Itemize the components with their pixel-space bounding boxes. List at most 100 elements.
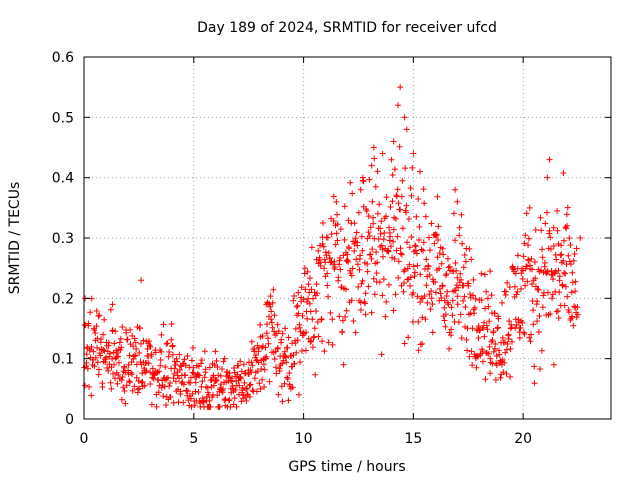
data-point [400, 288, 407, 295]
data-point [99, 384, 106, 391]
data-point [540, 292, 547, 299]
data-point [449, 297, 456, 304]
data-point [390, 307, 397, 314]
data-point [554, 308, 561, 315]
data-point [571, 303, 578, 310]
data-point [115, 372, 122, 379]
data-point [309, 316, 316, 323]
data-point [449, 312, 456, 319]
data-point [119, 374, 126, 381]
data-point [124, 336, 131, 343]
data-point [420, 247, 427, 254]
data-point [145, 360, 152, 367]
data-point [189, 369, 196, 376]
data-point [520, 329, 527, 336]
data-point [547, 246, 554, 253]
data-point [341, 203, 348, 210]
data-point [569, 279, 576, 286]
data-point [163, 375, 170, 382]
data-point [428, 295, 435, 302]
data-point [387, 204, 394, 211]
data-point [487, 355, 494, 362]
data-point [432, 279, 439, 286]
data-point [169, 342, 176, 349]
data-point [387, 233, 394, 240]
data-point [271, 356, 278, 363]
data-point [507, 345, 514, 352]
data-point [416, 168, 423, 175]
data-point [325, 339, 332, 346]
data-point [468, 256, 475, 263]
data-point [221, 396, 228, 403]
data-point [279, 330, 286, 337]
data-point [564, 204, 571, 211]
data-point [237, 375, 244, 382]
data-point [467, 291, 474, 298]
data-point [156, 368, 163, 375]
data-point [362, 290, 369, 297]
data-point [232, 386, 239, 393]
data-point [274, 321, 281, 328]
data-point [249, 387, 256, 394]
data-point [377, 225, 384, 232]
data-point [432, 289, 439, 296]
data-point [365, 229, 372, 236]
data-point [365, 213, 372, 220]
data-point [537, 365, 544, 372]
data-point [501, 359, 508, 366]
data-point [447, 332, 454, 339]
data-point [454, 293, 461, 300]
data-point [213, 357, 220, 364]
data-point [329, 316, 336, 323]
data-point [511, 283, 518, 290]
data-point [407, 185, 414, 192]
data-point [322, 259, 329, 266]
data-point [444, 288, 451, 295]
data-point [261, 366, 268, 373]
data-point [426, 291, 433, 298]
data-point [324, 282, 331, 289]
data-point [413, 250, 420, 257]
data-point [574, 311, 581, 318]
data-point [188, 403, 195, 410]
data-point [132, 352, 139, 359]
data-point [168, 321, 175, 328]
data-point [380, 253, 387, 260]
data-point [135, 378, 142, 385]
data-point [148, 401, 155, 408]
data-point [349, 190, 356, 197]
data-point [539, 254, 546, 261]
data-point [428, 220, 435, 227]
data-point [190, 364, 197, 371]
data-point [293, 349, 300, 356]
data-point [401, 266, 408, 273]
data-point [123, 329, 130, 336]
data-point [215, 372, 222, 379]
data-point [505, 335, 512, 342]
data-point [355, 209, 362, 216]
data-point [170, 399, 177, 406]
data-point [556, 289, 563, 296]
data-point [105, 339, 112, 346]
data-point [547, 310, 554, 317]
data-point [395, 102, 402, 109]
data-point [557, 252, 564, 259]
data-point [367, 224, 374, 231]
data-point [390, 238, 397, 245]
data-point [314, 319, 321, 326]
data-point [359, 277, 366, 284]
data-point [395, 274, 402, 281]
data-point [444, 255, 451, 262]
data-point [421, 293, 428, 300]
data-point [463, 336, 470, 343]
data-point [538, 227, 545, 234]
data-point [249, 362, 256, 369]
data-point [383, 213, 390, 220]
data-point [370, 220, 377, 227]
data-point [306, 300, 313, 307]
data-point [503, 370, 510, 377]
data-point [286, 370, 293, 377]
data-point [555, 267, 562, 274]
data-point [91, 363, 98, 370]
data-point [478, 270, 485, 277]
